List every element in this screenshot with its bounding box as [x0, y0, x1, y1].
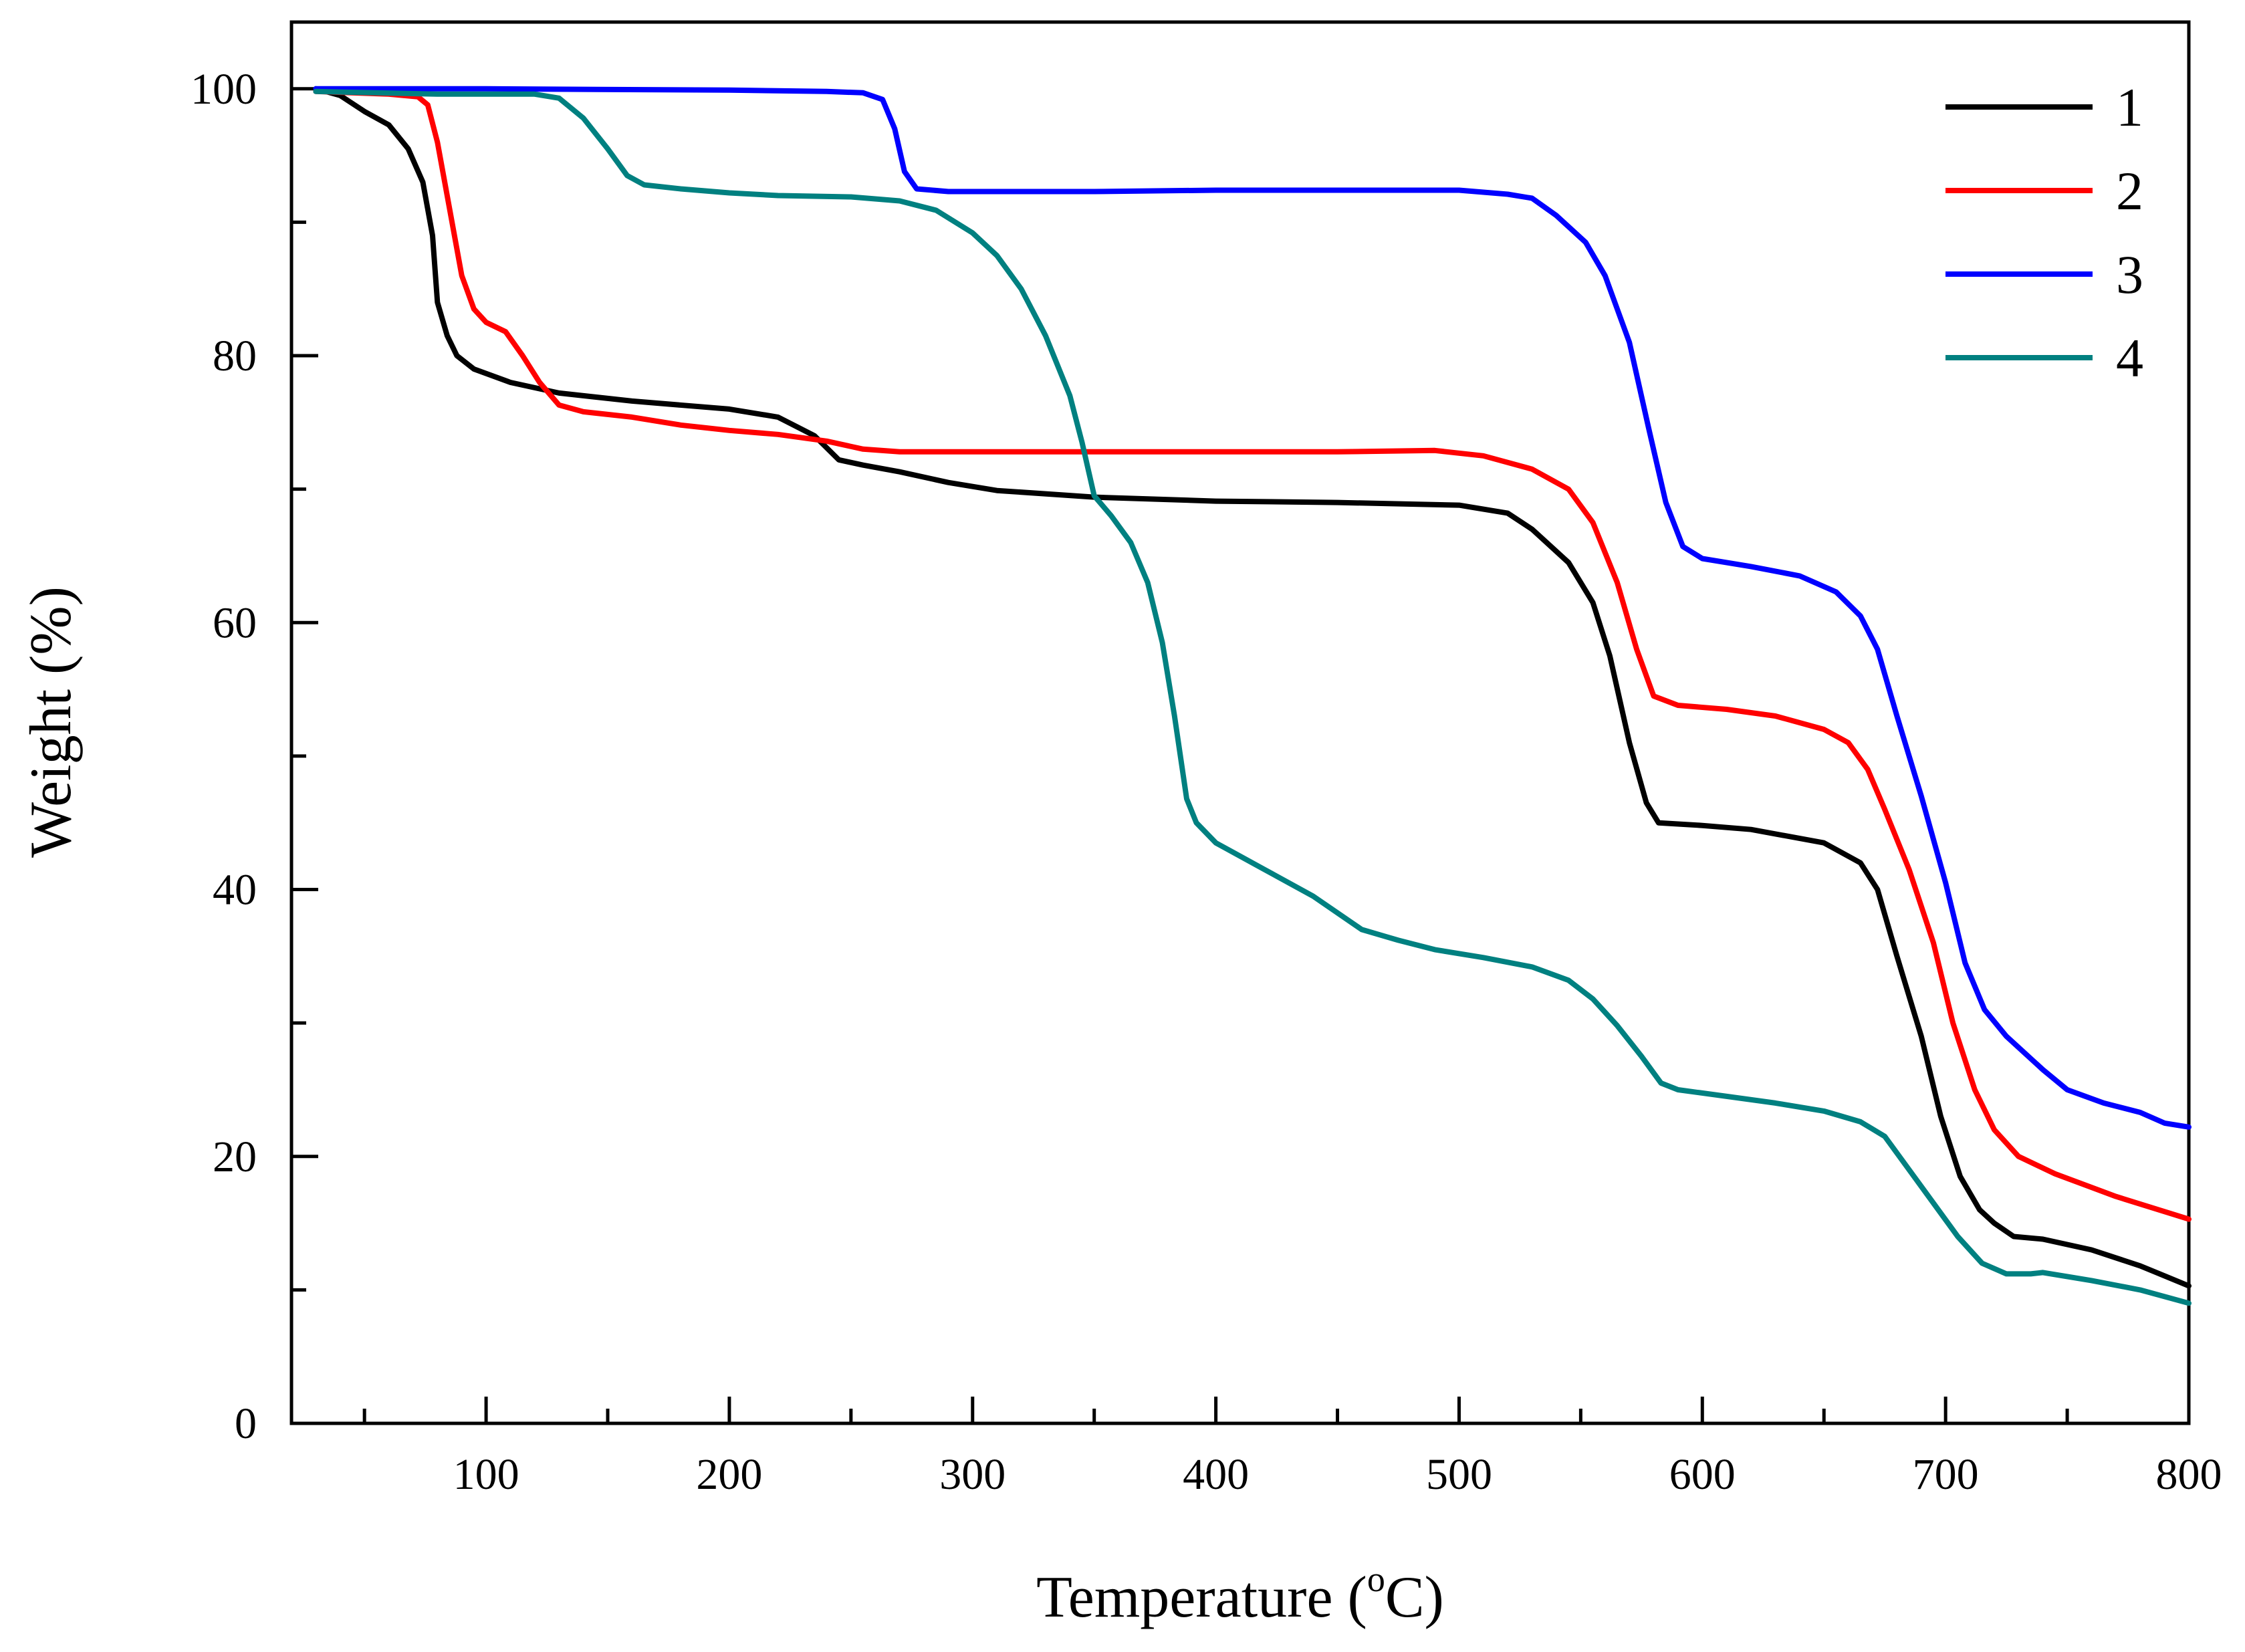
axis-tick-labels: 100 200 300 400 500 600 700 800 0 20 40 60 80 100: [191, 65, 2222, 1499]
legend-label-3: 3: [2116, 244, 2143, 305]
series-line-1: [313, 86, 2192, 1289]
series-lines: [313, 86, 2192, 1306]
legend: 1 2 3 4: [1945, 77, 2143, 388]
x-axis-title: Temperature (oC): [1036, 1559, 1444, 1630]
x-tick-label: 800: [2156, 1450, 2222, 1499]
x-tick-label: 400: [1183, 1450, 1249, 1499]
legend-label-2: 2: [2116, 160, 2143, 221]
series-line-4: [313, 88, 2192, 1306]
plot-area: [289, 20, 2191, 1425]
x-tick-label: 600: [1669, 1450, 1736, 1499]
x-axis-title-superscript: o: [1367, 1559, 1385, 1599]
y-tick-label: 60: [213, 598, 257, 647]
y-axis-title: Weight (%): [19, 586, 84, 858]
y-tick-label: 80: [213, 332, 257, 380]
x-axis-title-main: Temperature (: [1036, 1565, 1367, 1630]
y-tick-label: 0: [235, 1399, 257, 1448]
x-axis-title-suffix: C): [1385, 1565, 1444, 1630]
x-tick-label: 300: [939, 1450, 1006, 1499]
series-line-3: [313, 86, 2192, 1130]
x-tick-label: 500: [1426, 1450, 1492, 1499]
y-tick-label: 100: [191, 65, 257, 114]
y-tick-label: 40: [213, 866, 257, 915]
legend-label-1: 1: [2116, 77, 2143, 138]
x-tick-label: 100: [453, 1450, 519, 1499]
axis-ticks: [291, 87, 2191, 1425]
legend-label-4: 4: [2116, 328, 2143, 388]
x-tick-label: 700: [1913, 1450, 1979, 1499]
x-tick-label: 200: [696, 1450, 762, 1499]
y-tick-label: 20: [213, 1133, 257, 1181]
series-line-2: [313, 88, 2192, 1222]
